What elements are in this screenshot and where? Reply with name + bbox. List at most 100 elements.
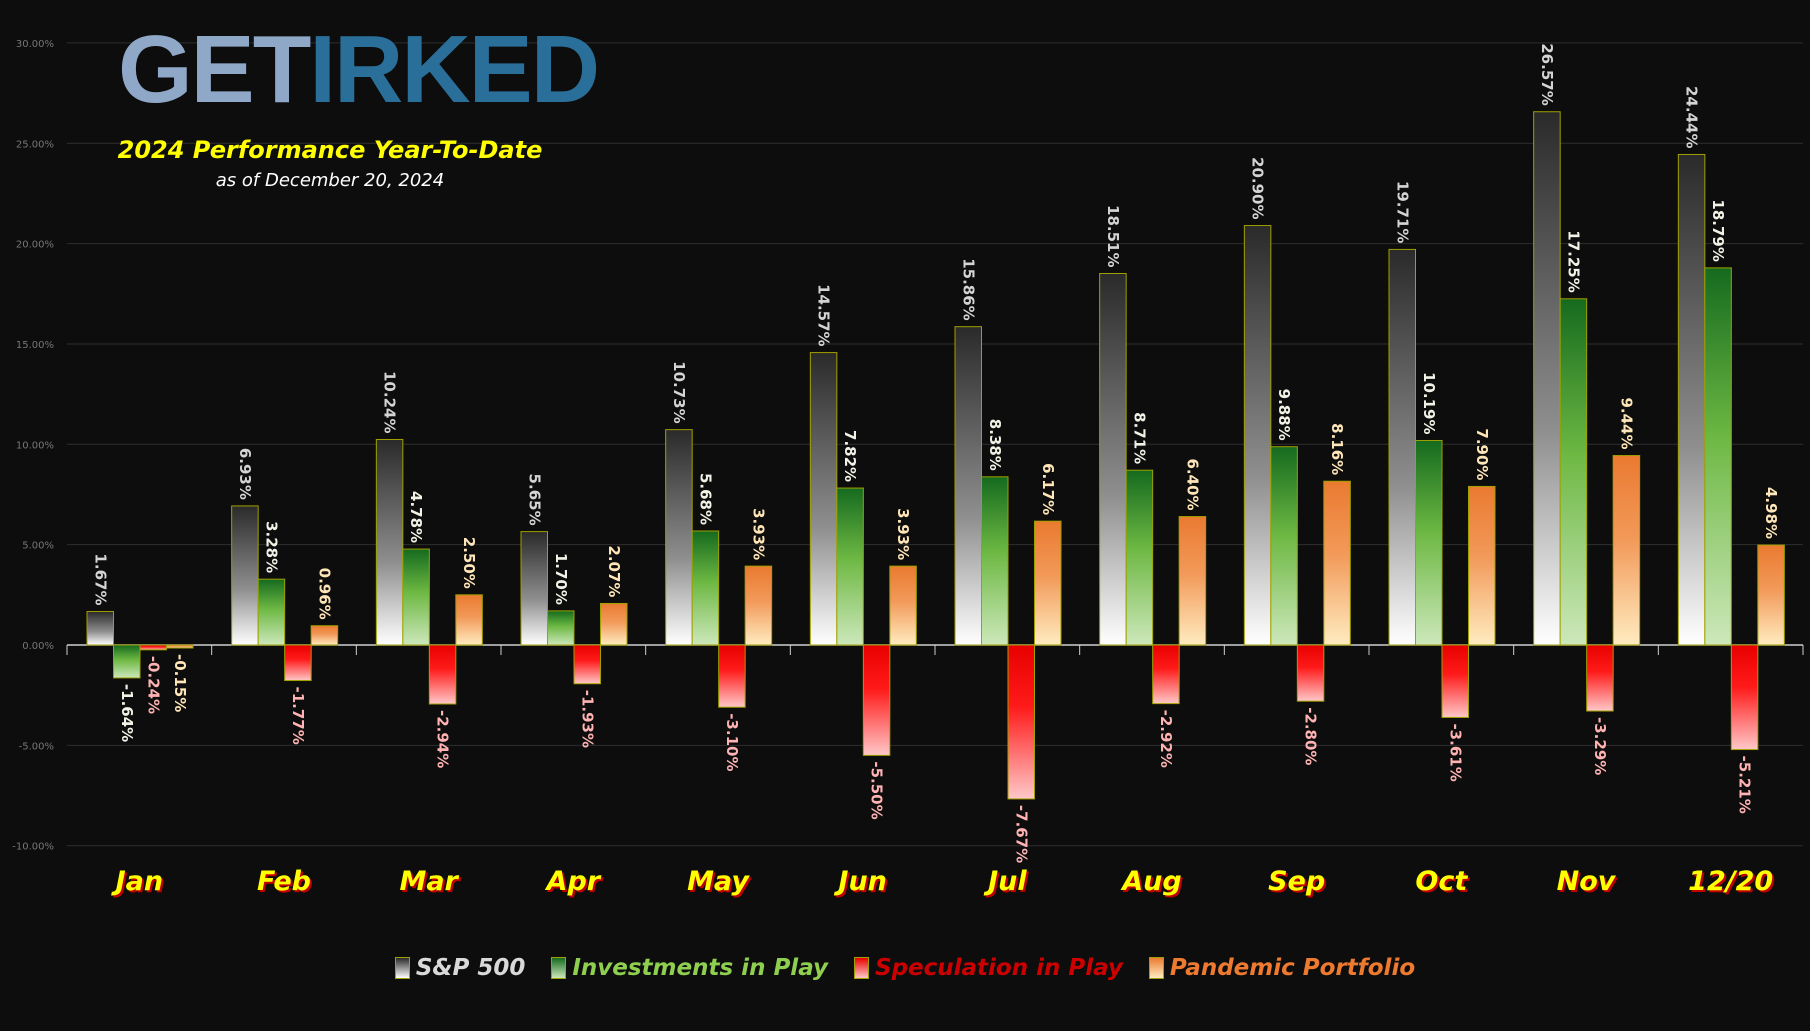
- data-label: 14.57%: [815, 284, 833, 346]
- bar: [1468, 485, 1496, 646]
- y-tick-label: -10.00%: [12, 842, 54, 853]
- data-label: 3.93%: [749, 508, 767, 560]
- bar: [520, 531, 548, 646]
- bar: [455, 594, 483, 646]
- bar: [113, 644, 141, 679]
- legend-swatch: [551, 957, 567, 979]
- bar: [1296, 644, 1325, 702]
- bar: [1533, 111, 1561, 646]
- x-tick-label: Jun: [833, 866, 887, 897]
- bar: [1007, 644, 1035, 800]
- data-label: 6.40%: [1183, 459, 1201, 511]
- bar: [1415, 439, 1443, 646]
- data-label: 5.65%: [525, 474, 543, 526]
- bar: [836, 487, 864, 646]
- bar: [718, 644, 746, 708]
- bar: [1559, 298, 1588, 646]
- data-label: -1.64%: [118, 684, 136, 742]
- data-label: 17.25%: [1564, 230, 1582, 292]
- bar: [1677, 153, 1706, 646]
- bar: [1612, 455, 1641, 646]
- bar: [402, 548, 430, 646]
- data-label: 8.71%: [1130, 412, 1148, 464]
- bar: [1704, 267, 1732, 646]
- bar: [862, 644, 891, 756]
- data-label: 8.16%: [1328, 423, 1346, 475]
- legend-label: Investments in Play: [572, 955, 828, 981]
- data-label: 9.44%: [1617, 397, 1635, 449]
- bar: [1152, 644, 1180, 705]
- x-tick-label: Nov: [1557, 866, 1617, 897]
- bar: [1243, 225, 1272, 646]
- x-tick-label: Oct: [1415, 866, 1468, 897]
- bar: [1178, 516, 1207, 646]
- data-label: 6.93%: [236, 448, 254, 500]
- bar: [1034, 520, 1062, 646]
- data-label: 2.07%: [605, 545, 623, 597]
- x-tick-label: Sep: [1268, 866, 1325, 897]
- bar: [428, 644, 457, 705]
- data-label: 19.71%: [1393, 181, 1411, 243]
- as-of-date: as of December 20, 2024: [215, 170, 445, 191]
- legend: S&P 500 Investments in Play Speculation …: [0, 955, 1810, 981]
- y-tick-label: 30.00%: [16, 39, 54, 50]
- y-tick-label: -5.00%: [19, 741, 54, 752]
- bar: [547, 610, 575, 646]
- data-label: 7.82%: [841, 430, 859, 482]
- legend-label: Pandemic Portfolio: [1169, 955, 1416, 981]
- bar: [1730, 644, 1759, 751]
- data-label: -7.67%: [1012, 805, 1030, 863]
- x-tick-label: May: [687, 866, 750, 897]
- getirked-logo: GETIRKED: [118, 22, 600, 118]
- data-label: 18.79%: [1709, 199, 1727, 261]
- data-label: 18.51%: [1104, 205, 1122, 267]
- data-label: 20.90%: [1249, 157, 1267, 219]
- data-label: -3.61%: [1446, 723, 1464, 781]
- data-label: 10.19%: [1420, 372, 1438, 434]
- bar: [1125, 469, 1154, 646]
- data-label: 4.78%: [407, 491, 425, 543]
- x-tick-label: Mar: [399, 866, 459, 897]
- logo-part1: GET: [118, 16, 311, 123]
- bar: [231, 505, 259, 646]
- bar: [375, 438, 404, 646]
- bar: [1586, 644, 1614, 712]
- data-label: -1.77%: [289, 687, 307, 745]
- data-label: 4.98%: [1762, 487, 1780, 539]
- y-tick-label: 15.00%: [16, 340, 54, 351]
- data-label: 1.70%: [552, 553, 570, 605]
- bar: [573, 644, 601, 685]
- bar: [981, 476, 1009, 646]
- bar: [284, 644, 312, 682]
- legend-item-investments: Investments in Play: [551, 955, 828, 981]
- bar: [691, 530, 720, 646]
- data-label: 3.28%: [262, 521, 280, 573]
- data-label: -5.50%: [868, 761, 886, 819]
- x-tick-label: 12/20: [1688, 866, 1773, 897]
- y-tick-label: 20.00%: [16, 240, 54, 251]
- bar: [1099, 273, 1127, 646]
- x-tick-label: Apr: [545, 866, 602, 897]
- data-label: 1.67%: [91, 553, 109, 605]
- data-label: -3.10%: [723, 713, 741, 771]
- bar: [257, 578, 286, 646]
- bar: [665, 429, 693, 646]
- logo-part2: IRKED: [309, 16, 600, 123]
- data-label: -5.21%: [1736, 756, 1754, 814]
- bar: [809, 352, 838, 646]
- data-label: 24.44%: [1683, 86, 1701, 148]
- legend-item-speculation: Speculation in Play: [854, 955, 1123, 981]
- bar: [1441, 644, 1469, 718]
- bar: [600, 602, 628, 646]
- bar: [954, 326, 982, 646]
- legend-item-pandemic: Pandemic Portfolio: [1148, 955, 1416, 981]
- data-label: 15.86%: [959, 258, 977, 320]
- data-label: 8.38%: [986, 419, 1004, 471]
- data-label: -2.80%: [1302, 707, 1320, 765]
- bar: [310, 625, 339, 646]
- data-label: 6.17%: [1039, 463, 1057, 515]
- data-label: -2.92%: [1157, 710, 1175, 768]
- data-label: 10.73%: [670, 361, 688, 423]
- bar: [166, 644, 194, 649]
